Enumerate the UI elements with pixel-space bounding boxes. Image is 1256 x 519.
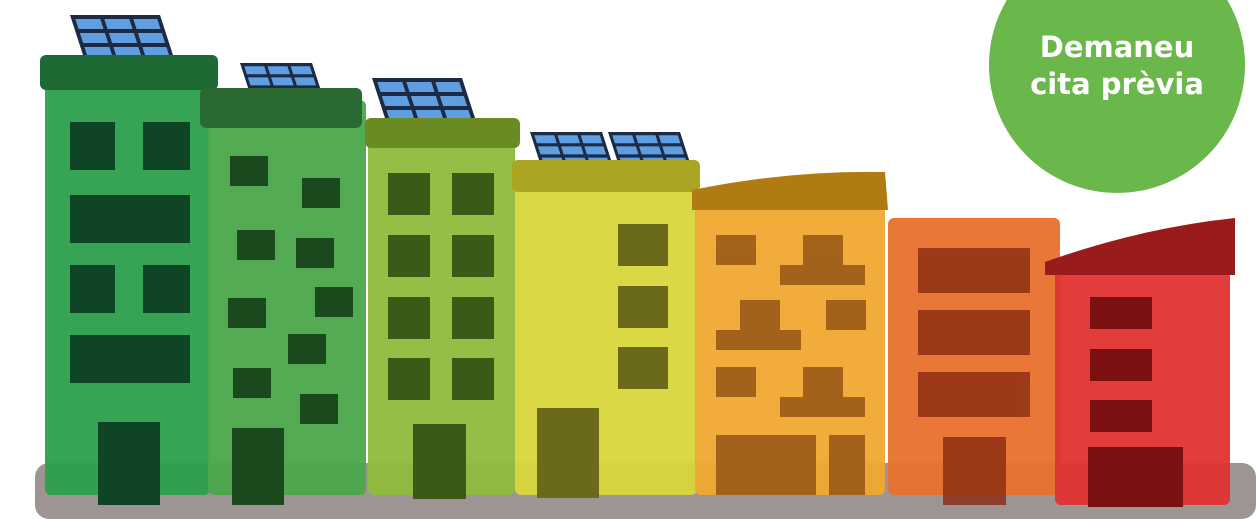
appointment-button[interactable]: Demaneu cita prèvia <box>989 0 1245 193</box>
buildings <box>40 15 1235 507</box>
button-line[interactable]: Demaneu <box>1040 30 1195 64</box>
button-line[interactable]: cita prèvia <box>1030 67 1204 101</box>
button-circle[interactable] <box>989 0 1245 193</box>
